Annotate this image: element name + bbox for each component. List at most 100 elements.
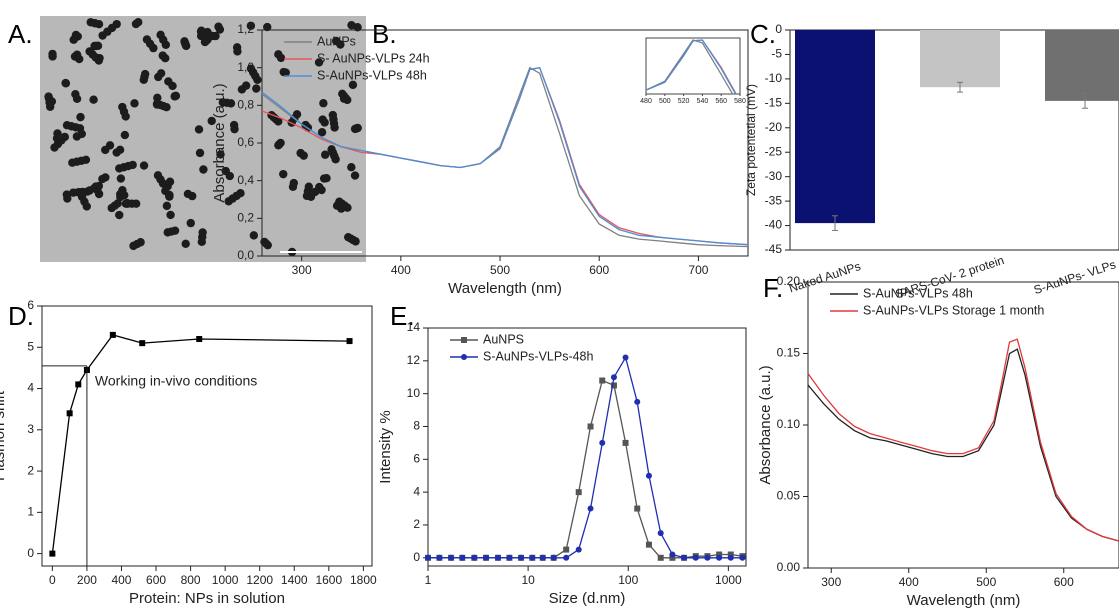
particle: [347, 163, 356, 172]
legend-label: S-AuNPs-VLPs-48h: [483, 349, 594, 363]
particle: [158, 179, 168, 188]
marker: [669, 551, 676, 558]
particle: [249, 231, 259, 240]
particle: [301, 120, 310, 130]
particle: [214, 22, 223, 31]
particle: [252, 84, 261, 93]
marker: [692, 554, 699, 561]
particle: [81, 155, 91, 165]
x-tick-label: 400: [391, 263, 411, 277]
particle: [237, 85, 247, 94]
x-tick-label: 1: [425, 573, 432, 587]
particle: [158, 51, 167, 60]
particle: [201, 30, 210, 39]
marker: [727, 554, 734, 561]
y-tick-label: 0,8: [237, 98, 254, 112]
y-tick-label: 0,4: [237, 173, 254, 187]
y-tick-label: 3: [27, 422, 34, 436]
particle: [246, 21, 256, 30]
particle: [120, 130, 130, 140]
particle: [207, 31, 217, 41]
marker: [139, 340, 146, 347]
y-tick-label: 1: [27, 505, 34, 519]
particle: [292, 110, 302, 119]
y-axis-label: Zeta potentetial (mV): [744, 84, 758, 196]
x-tick-label: 1600: [315, 573, 342, 587]
particle: [90, 41, 99, 51]
marker: [494, 554, 501, 561]
marker: [575, 489, 582, 496]
inset-x-tick-label: 500: [659, 98, 671, 105]
particle: [128, 160, 137, 170]
y-tick-label: 0.00: [777, 560, 801, 574]
particle: [320, 118, 329, 127]
marker: [716, 554, 723, 561]
particle: [140, 69, 150, 79]
particle: [47, 97, 57, 106]
x-tick-label: 400: [899, 575, 919, 589]
particle: [221, 166, 230, 176]
legend-label: AuNPS: [483, 332, 524, 346]
y-axis-label: Absorbance (a.u.): [757, 365, 774, 484]
x-tick-label: 500: [976, 575, 996, 589]
marker: [518, 554, 525, 561]
y-tick-label: 12: [407, 353, 421, 367]
marker: [459, 554, 466, 561]
x-tick-label: 700: [688, 263, 708, 277]
y-tick-label: 0: [775, 22, 782, 36]
x-axis-label: Size (d.nm): [549, 590, 626, 607]
particle: [118, 102, 127, 112]
marker: [681, 554, 688, 561]
particle: [232, 43, 242, 52]
particle: [230, 124, 239, 134]
particle: [76, 112, 85, 122]
x-tick-label: 1000: [212, 573, 239, 587]
particle: [112, 19, 121, 29]
particle: [162, 201, 172, 211]
legend-label: S- AuNPs-VLPs 24h: [317, 51, 430, 65]
y-axis-label: Plasmon shift: [0, 390, 8, 481]
y-tick-label: 6: [413, 451, 420, 465]
x-tick-label: S-AuNPs- VLPs: [1032, 257, 1118, 297]
x-tick-label: 600: [1054, 575, 1074, 589]
particle: [94, 189, 104, 199]
particle: [216, 150, 225, 159]
marker: [669, 554, 676, 561]
particle: [166, 210, 175, 220]
marker: [599, 439, 606, 446]
particle: [343, 95, 352, 105]
particle: [317, 128, 327, 137]
particle: [101, 145, 110, 155]
particle: [328, 110, 338, 120]
bar: [1045, 30, 1119, 101]
y-tick-label: 4: [413, 484, 420, 498]
x-tick-label: 500: [490, 263, 510, 277]
marker: [506, 554, 513, 561]
marker: [563, 554, 570, 561]
marker: [471, 554, 478, 561]
series-line: [51, 334, 350, 554]
series-line: [646, 39, 737, 94]
y-tick-label: 4: [27, 381, 34, 395]
particle: [139, 161, 149, 170]
particle: [116, 174, 126, 183]
marker: [550, 554, 557, 561]
marker: [599, 377, 606, 384]
legend-label: S-AuNPs-VLPs 48h: [863, 286, 973, 300]
particle: [276, 138, 285, 148]
bar: [795, 30, 875, 224]
marker: [587, 505, 594, 512]
y-tick-label: 0,0: [237, 248, 254, 262]
particle: [170, 226, 180, 235]
y-tick-label: 0: [413, 550, 420, 564]
inset-x-tick-label: 560: [715, 98, 727, 105]
particle: [281, 68, 290, 77]
particle: [218, 98, 228, 107]
y-tick-label: -15: [765, 96, 783, 110]
particle: [72, 132, 82, 141]
particle: [274, 117, 283, 126]
particle: [348, 80, 358, 90]
y-tick-label: 1,2: [237, 22, 254, 36]
plot-frame: [427, 327, 747, 567]
particle: [168, 81, 177, 91]
